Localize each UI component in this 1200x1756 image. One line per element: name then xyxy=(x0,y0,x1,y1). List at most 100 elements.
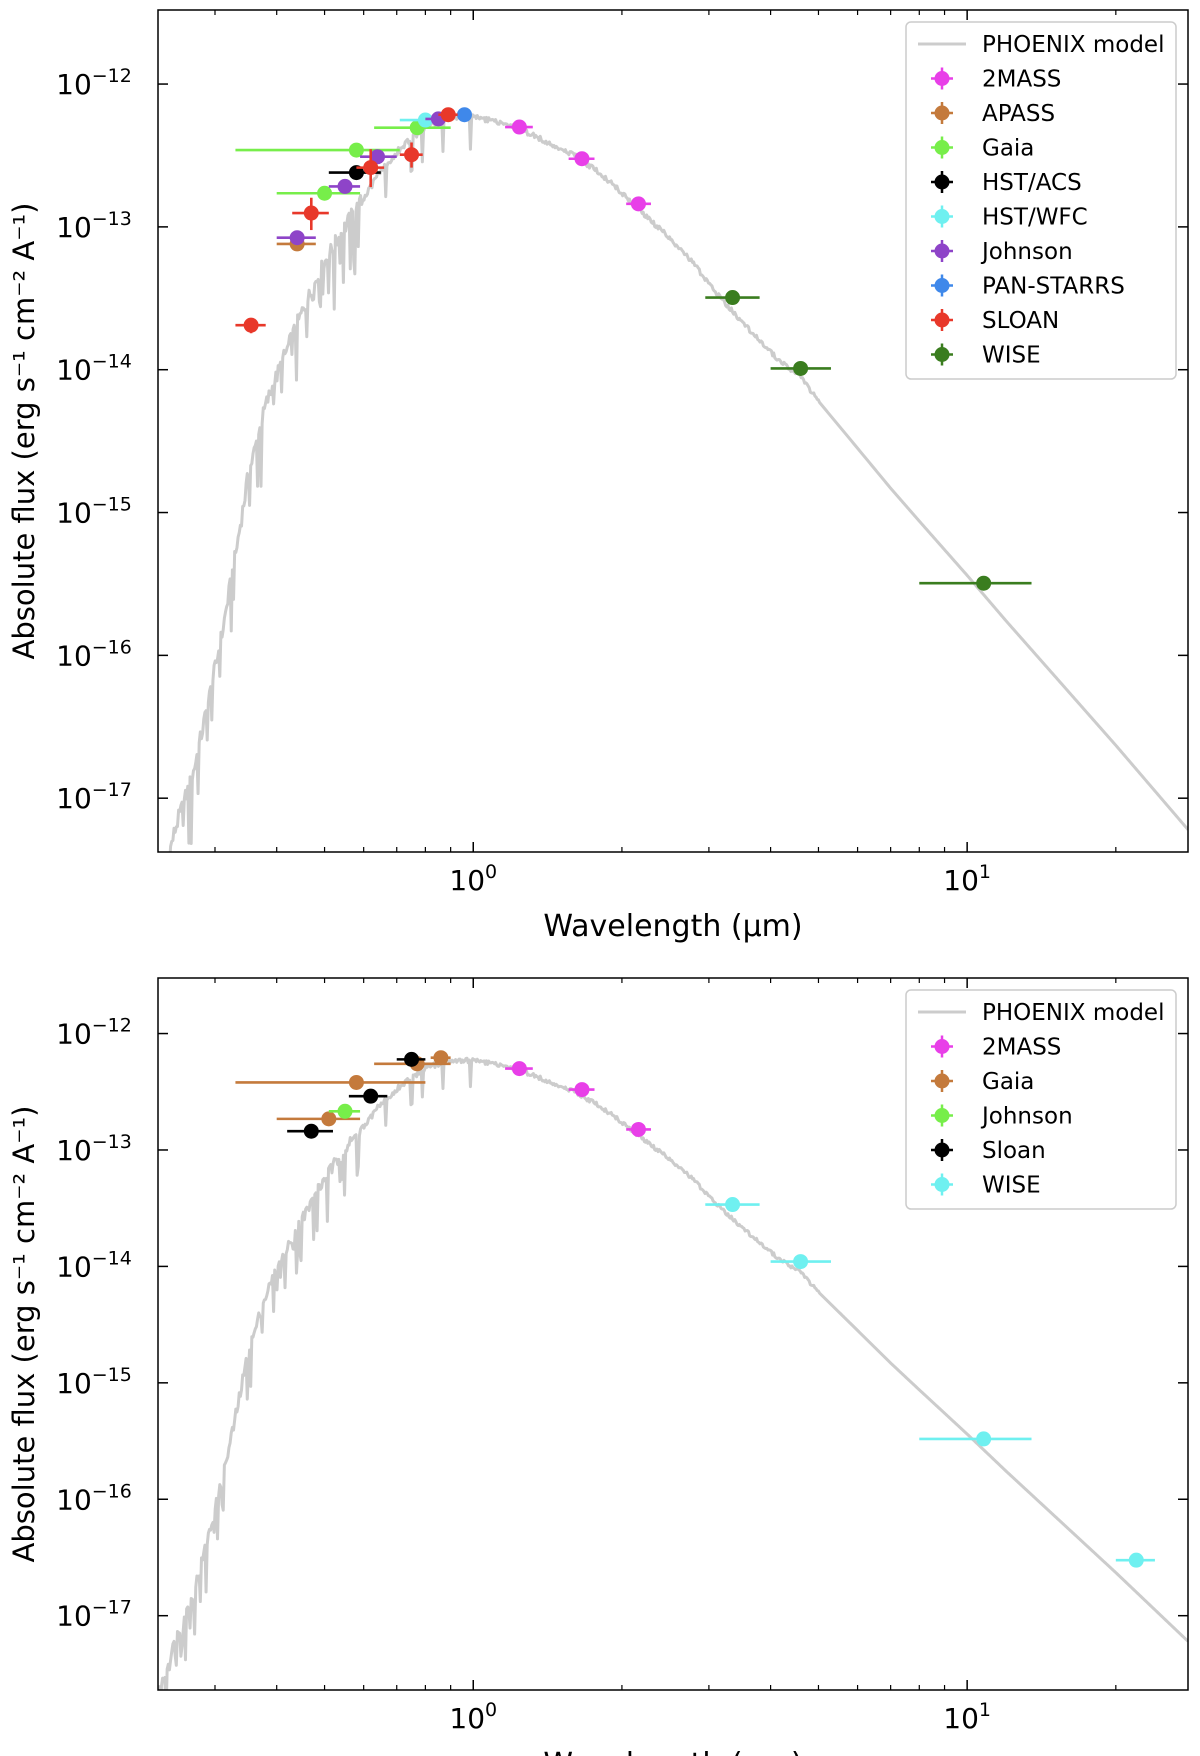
data-point xyxy=(337,1103,353,1119)
series-wise xyxy=(705,290,1032,591)
data-point xyxy=(404,1051,420,1067)
data-point xyxy=(793,360,809,376)
data-point xyxy=(574,1082,590,1098)
series-2mass xyxy=(505,1061,651,1137)
data-point xyxy=(1128,1552,1144,1568)
legend-label: WISE xyxy=(982,1173,1041,1199)
data-point xyxy=(976,1431,992,1447)
legend-label: Johnson xyxy=(980,1104,1073,1130)
data-point xyxy=(574,151,590,167)
series-gaia xyxy=(235,1050,451,1127)
series-pan-starrs xyxy=(456,107,472,123)
plot-frame xyxy=(157,977,1189,1691)
data-point xyxy=(511,1061,527,1077)
y-tick-label: 10−14 xyxy=(56,351,132,387)
legend-swatch-marker xyxy=(934,105,950,121)
legend-swatch-marker xyxy=(934,209,950,224)
chart-panel-2: 100 101 10−12 10−13 10−14 10−15 10−16 10−17 Wave… xyxy=(7,977,1189,1756)
series-2mass xyxy=(505,119,651,212)
y-tick-label: 10−13 xyxy=(56,208,132,244)
legend-swatch-marker xyxy=(934,140,950,155)
data-point xyxy=(303,1123,319,1139)
data-point xyxy=(303,205,319,221)
legend-label: 2MASS xyxy=(982,1035,1061,1061)
legend-swatch-marker xyxy=(934,1142,950,1158)
data-point xyxy=(456,107,472,123)
y-tick-label: 10−12 xyxy=(56,65,132,101)
data-point xyxy=(630,1121,646,1137)
data-point xyxy=(725,290,741,306)
data-point xyxy=(440,107,456,123)
legend-swatch-marker xyxy=(934,174,950,190)
legend-swatch-marker xyxy=(934,243,950,259)
legend-swatch-marker xyxy=(934,1108,950,1123)
legend-label: HST/WFC xyxy=(982,205,1088,231)
y-tick-label: 10−12 xyxy=(56,1015,132,1051)
legend-label: PHOENIX model xyxy=(982,1000,1164,1026)
x-axis-label: Wavelength (μm) xyxy=(543,909,802,944)
legend-swatch-marker xyxy=(934,1039,950,1054)
model-spectrum-line xyxy=(168,112,1188,852)
legend-swatch-marker xyxy=(934,312,950,328)
legend-label: Sloan xyxy=(982,1138,1046,1164)
series-johnson xyxy=(328,1103,361,1119)
legend: PHOENIX model 2MASS APASS Gaia HST/ACS HST/WF… xyxy=(905,21,1177,380)
data-point xyxy=(511,119,527,135)
data-point xyxy=(289,230,305,246)
x-tick-label: 100 xyxy=(449,1699,497,1735)
legend-label: WISE xyxy=(982,343,1041,369)
y-tick-label: 10−15 xyxy=(56,1364,132,1400)
legend-swatch-marker xyxy=(934,347,950,362)
y-axis-label: Absolute flux (erg s⁻¹ cm⁻² A⁻¹) xyxy=(7,1106,41,1563)
y-tick-label: 10−17 xyxy=(56,1597,132,1633)
legend-swatch-marker xyxy=(934,1073,950,1089)
plot-frame xyxy=(157,9,1189,853)
legend-label: PHOENIX model xyxy=(982,32,1164,58)
legend-box xyxy=(905,21,1177,380)
data-point xyxy=(317,185,333,201)
y-axis-label: Absolute flux (erg s⁻¹ cm⁻² A⁻¹) xyxy=(7,203,41,660)
legend-label: Johnson xyxy=(980,239,1073,265)
data-point xyxy=(348,142,364,158)
data-point xyxy=(348,1074,364,1090)
legend-label: SLOAN xyxy=(982,308,1059,334)
y-tick-label: 10−13 xyxy=(56,1131,132,1167)
data-point xyxy=(363,1088,379,1104)
data-point xyxy=(370,149,386,165)
legend-swatch-marker xyxy=(934,1177,950,1192)
y-tick-label: 10−16 xyxy=(56,636,132,672)
data-point xyxy=(976,575,992,591)
data-point xyxy=(793,1254,809,1270)
chart-panel-1: 100 101 10−12 10−13 10−14 10−15 10−16 10−17 Wave… xyxy=(7,9,1189,944)
series-sloan xyxy=(287,1051,426,1139)
x-tick-label: 101 xyxy=(943,861,991,897)
series-wise xyxy=(705,1197,1155,1568)
data-point xyxy=(630,196,646,212)
data-point xyxy=(321,1111,337,1127)
data-point xyxy=(243,317,259,333)
legend-label: PAN-STARRS xyxy=(982,274,1125,300)
legend-box xyxy=(905,989,1177,1210)
legend-label: APASS xyxy=(982,101,1055,127)
legend-label: Gaia xyxy=(982,136,1034,162)
legend: PHOENIX model 2MASS Gaia Johnson Sloan WISE xyxy=(905,989,1177,1210)
y-tick-label: 10−15 xyxy=(56,494,132,530)
legend-label: 2MASS xyxy=(982,67,1061,93)
y-tick-label: 10−17 xyxy=(56,779,132,815)
legend-label: HST/ACS xyxy=(982,170,1082,196)
x-tick-label: 101 xyxy=(943,1699,991,1735)
data-point xyxy=(337,178,353,194)
x-tick-label: 100 xyxy=(449,861,497,897)
data-point xyxy=(725,1197,741,1213)
x-axis-label: Wavelength (μm) xyxy=(543,1747,802,1756)
data-point xyxy=(433,1050,449,1066)
data-point xyxy=(363,160,379,176)
y-tick-label: 10−14 xyxy=(56,1247,132,1283)
series-johnson xyxy=(276,111,451,246)
y-tick-label: 10−16 xyxy=(56,1480,132,1516)
series-sloan xyxy=(235,107,458,334)
model-spectrum-line xyxy=(158,1056,1188,1690)
legend-label: Gaia xyxy=(982,1069,1034,1095)
legend-swatch-marker xyxy=(934,71,950,86)
